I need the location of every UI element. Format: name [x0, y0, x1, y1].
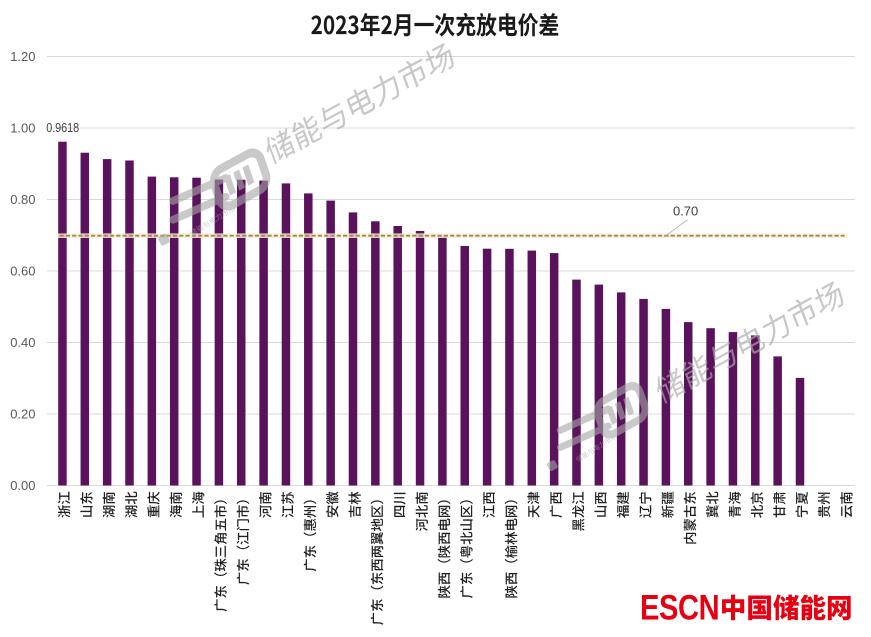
svg-text:0.60: 0.60 — [10, 264, 35, 279]
svg-text:ESCN: ESCN — [640, 588, 719, 627]
svg-text:0.70: 0.70 — [673, 203, 698, 218]
svg-text:0.40: 0.40 — [10, 335, 35, 350]
svg-text:0.20: 0.20 — [10, 407, 35, 422]
svg-text:0.9618: 0.9618 — [46, 121, 79, 135]
svg-text:1.00: 1.00 — [10, 121, 35, 136]
svg-text:1.20: 1.20 — [10, 49, 35, 64]
svg-text:0.80: 0.80 — [10, 192, 35, 207]
svg-text:0.00: 0.00 — [10, 478, 35, 493]
